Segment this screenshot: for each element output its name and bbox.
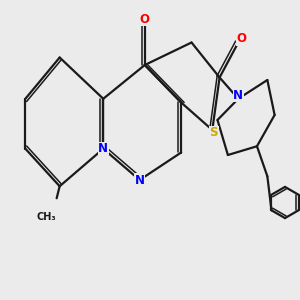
Text: S: S [210,127,218,140]
Text: O: O [140,13,150,26]
Text: N: N [135,173,145,187]
Text: CH₃: CH₃ [36,212,56,223]
Text: N: N [98,142,108,155]
Text: O: O [237,32,247,45]
Text: N: N [233,88,243,102]
